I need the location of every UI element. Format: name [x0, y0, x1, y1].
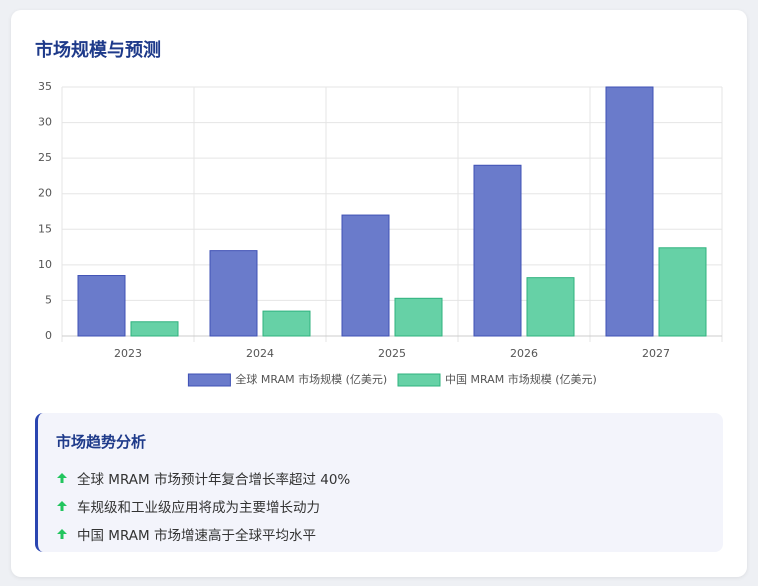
y-tick-label: 20: [38, 187, 52, 200]
analysis-box: 市场趋势分析 全球 MRAM 市场预计年复合增长率超过 40% 车规级和工业级应…: [35, 413, 723, 552]
y-tick-label: 0: [45, 329, 52, 342]
analysis-item: 全球 MRAM 市场预计年复合增长率超过 40%: [56, 464, 723, 492]
bar: [130, 321, 179, 337]
analysis-text: 中国 MRAM 市场增速高于全球平均水平: [77, 528, 316, 544]
x-tick-label: 2025: [378, 347, 406, 360]
card-title: 市场规模与预测: [35, 40, 161, 61]
bar: [658, 247, 707, 337]
bar: [526, 277, 575, 337]
x-tick-label: 2027: [642, 347, 670, 360]
up-arrow-icon: [57, 501, 67, 511]
y-tick-label: 25: [38, 151, 52, 164]
y-tick-label: 35: [38, 80, 52, 93]
bar: [605, 86, 654, 337]
bar: [394, 297, 443, 337]
x-tick-label: 2023: [114, 347, 142, 360]
legend-swatch: [187, 373, 231, 387]
bar: [341, 214, 390, 337]
analysis-item: 中国 MRAM 市场增速高于全球平均水平: [56, 520, 723, 548]
legend-label: 全球 MRAM 市场规模 (亿美元): [235, 372, 387, 386]
up-arrow-icon: [57, 529, 67, 539]
y-tick-label: 30: [38, 116, 52, 129]
x-tick-label: 2026: [510, 347, 538, 360]
y-tick-label: 10: [38, 258, 52, 271]
y-tick-label: 5: [45, 293, 52, 306]
bar: [209, 250, 258, 337]
bar: [262, 310, 311, 337]
bar: [77, 275, 126, 337]
legend-label: 中国 MRAM 市场规模 (亿美元): [445, 372, 597, 386]
up-arrow-icon: [57, 473, 67, 483]
card: 市场规模与预测 0 5 10 15 20 25 30 35 2023 2024 2025 2026 20…: [11, 10, 747, 577]
bar: [473, 164, 522, 337]
analysis-text: 车规级和工业级应用将成为主要增长动力: [77, 500, 320, 516]
x-tick-label: 2024: [246, 347, 274, 360]
legend-swatch: [397, 373, 441, 387]
y-tick-label: 15: [38, 222, 52, 235]
analysis-title: 市场趋势分析: [56, 433, 147, 451]
analysis-text: 全球 MRAM 市场预计年复合增长率超过 40%: [77, 472, 351, 488]
analysis-item: 车规级和工业级应用将成为主要增长动力: [56, 492, 723, 520]
